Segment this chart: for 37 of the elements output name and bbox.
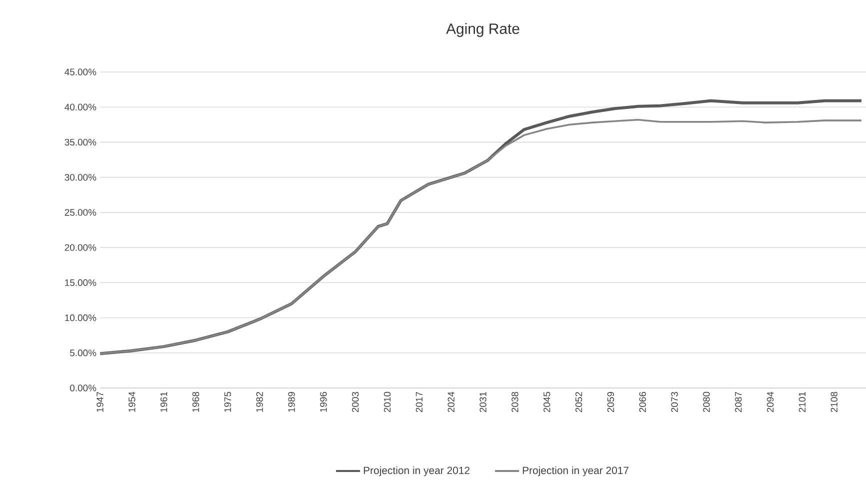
x-tick-label: 2059: [607, 392, 614, 412]
x-tick-label: 2052: [575, 392, 582, 412]
y-tick-label: 5.00%: [70, 350, 96, 356]
y-tick-label: 45.00%: [64, 68, 96, 76]
x-tick-label: 1968: [192, 392, 200, 412]
y-tick-label: 20.00%: [64, 244, 96, 251]
y-tick-label: 10.00%: [65, 314, 96, 322]
y-tick-label: 40.00%: [64, 104, 96, 110]
x-tick-label: 2003: [352, 392, 359, 412]
x-tick-label: 2073: [671, 392, 678, 412]
x-tick-label: 2038: [512, 392, 518, 412]
y-tick-label: 25.00%: [64, 209, 96, 216]
x-tick-label: 2094: [766, 392, 774, 412]
x-tick-label: 1975: [224, 392, 232, 412]
y-tick-label: 0.00%: [70, 384, 96, 392]
x-tick-label: 2101: [798, 392, 806, 412]
x-tick-label: 2045: [543, 392, 550, 412]
y-tick-label: 30.00%: [64, 174, 96, 181]
x-tick-label: 2066: [639, 392, 646, 412]
x-tick-label: 1947: [96, 392, 104, 412]
x-tick-label: 2031: [480, 392, 486, 412]
x-tick-label: 2087: [734, 392, 742, 412]
x-tick-label: 1954: [128, 392, 136, 412]
x-tick-label: 1989: [288, 392, 295, 412]
y-tick-label: 35.00%: [64, 138, 96, 146]
x-tick-label: 1996: [320, 392, 327, 412]
chart-title: Aging Rate: [446, 23, 520, 37]
x-tick-label: 2024: [448, 392, 454, 412]
y-tick-label: 15.00%: [65, 279, 96, 286]
x-tick-label: 2017: [416, 392, 423, 412]
legend-label: Projection in year 2012: [364, 466, 470, 476]
x-tick-label: 1961: [160, 392, 168, 412]
legend-label: Projection in year 2017: [522, 466, 628, 476]
x-tick-label: 2010: [384, 392, 391, 412]
x-tick-label: 2108: [830, 392, 838, 412]
x-tick-label: 1982: [256, 392, 263, 412]
x-tick-label: 2080: [703, 392, 710, 412]
